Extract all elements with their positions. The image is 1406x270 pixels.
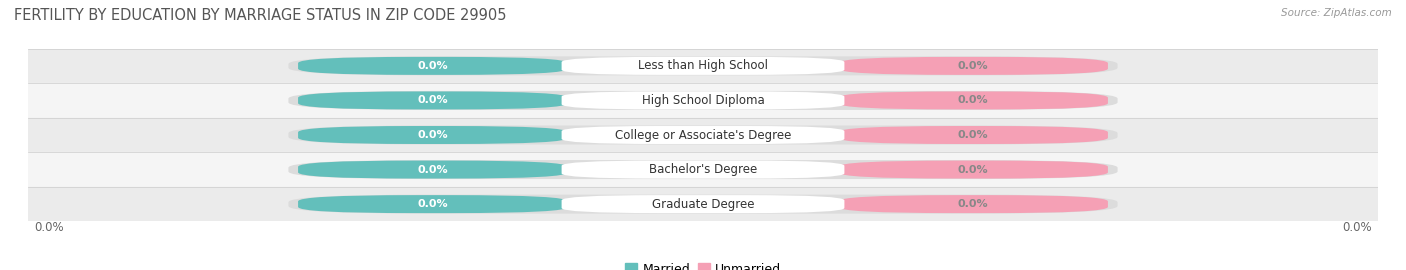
Bar — [28, 49, 1378, 83]
Text: Graduate Degree: Graduate Degree — [652, 198, 754, 211]
FancyBboxPatch shape — [298, 126, 568, 144]
FancyBboxPatch shape — [561, 195, 845, 213]
FancyBboxPatch shape — [838, 161, 1108, 178]
FancyBboxPatch shape — [288, 160, 1118, 179]
Text: 0.0%: 0.0% — [418, 61, 449, 71]
FancyBboxPatch shape — [288, 91, 1118, 110]
FancyBboxPatch shape — [561, 161, 845, 178]
FancyBboxPatch shape — [288, 126, 1118, 144]
FancyBboxPatch shape — [561, 126, 845, 144]
Text: 0.0%: 0.0% — [35, 221, 65, 234]
FancyBboxPatch shape — [561, 92, 845, 109]
Text: FERTILITY BY EDUCATION BY MARRIAGE STATUS IN ZIP CODE 29905: FERTILITY BY EDUCATION BY MARRIAGE STATU… — [14, 8, 506, 23]
Text: 0.0%: 0.0% — [418, 95, 449, 106]
FancyBboxPatch shape — [288, 195, 1118, 214]
FancyBboxPatch shape — [838, 92, 1108, 109]
Text: High School Diploma: High School Diploma — [641, 94, 765, 107]
FancyBboxPatch shape — [298, 92, 568, 109]
Text: College or Associate's Degree: College or Associate's Degree — [614, 129, 792, 141]
FancyBboxPatch shape — [298, 195, 568, 213]
Bar — [28, 83, 1378, 118]
Text: 0.0%: 0.0% — [957, 164, 988, 175]
Text: 0.0%: 0.0% — [418, 199, 449, 209]
Bar — [28, 152, 1378, 187]
FancyBboxPatch shape — [288, 56, 1118, 75]
Bar — [28, 118, 1378, 152]
Text: Less than High School: Less than High School — [638, 59, 768, 72]
Legend: Married, Unmarried: Married, Unmarried — [620, 258, 786, 270]
FancyBboxPatch shape — [838, 195, 1108, 213]
FancyBboxPatch shape — [838, 126, 1108, 144]
FancyBboxPatch shape — [838, 57, 1108, 75]
Text: 0.0%: 0.0% — [418, 130, 449, 140]
Text: 0.0%: 0.0% — [418, 164, 449, 175]
FancyBboxPatch shape — [298, 161, 568, 178]
Text: 0.0%: 0.0% — [957, 95, 988, 106]
Text: 0.0%: 0.0% — [957, 61, 988, 71]
FancyBboxPatch shape — [561, 57, 845, 75]
Text: 0.0%: 0.0% — [957, 130, 988, 140]
Text: 0.0%: 0.0% — [957, 199, 988, 209]
Bar — [28, 187, 1378, 221]
Text: 0.0%: 0.0% — [1341, 221, 1371, 234]
FancyBboxPatch shape — [298, 57, 568, 75]
Text: Bachelor's Degree: Bachelor's Degree — [650, 163, 756, 176]
Text: Source: ZipAtlas.com: Source: ZipAtlas.com — [1281, 8, 1392, 18]
